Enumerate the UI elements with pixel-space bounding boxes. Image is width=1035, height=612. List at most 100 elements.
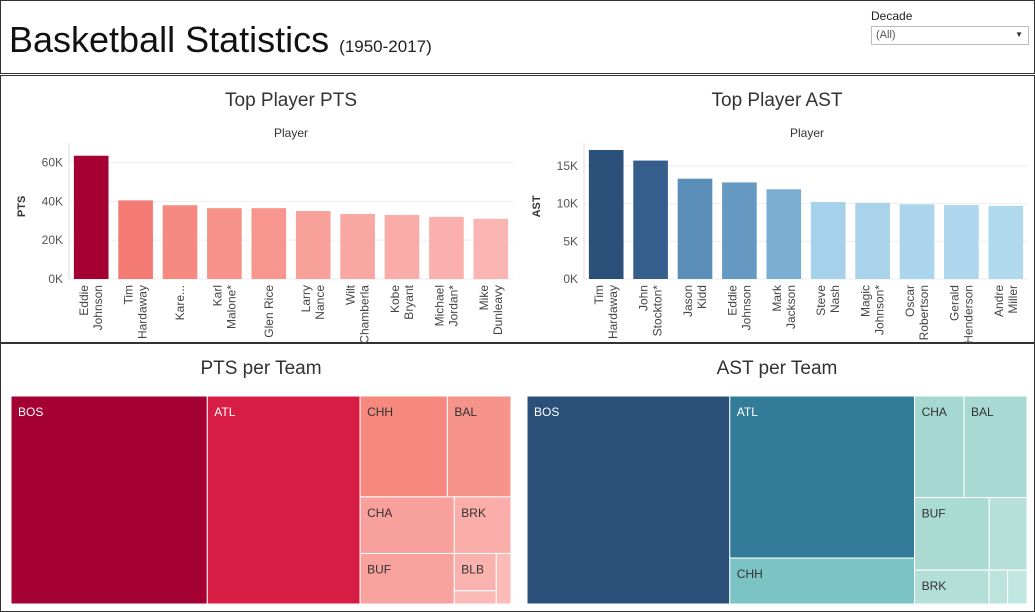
- ast-bar[interactable]: [988, 205, 1024, 279]
- chevron-down-icon: ▼: [1015, 30, 1023, 39]
- pts-x-tick: Tim: [122, 285, 136, 305]
- pts-team-cell[interactable]: [206, 395, 361, 605]
- pts-team-cell-label: BUF: [367, 562, 391, 576]
- pts-bar[interactable]: [73, 155, 109, 279]
- pts-x-tick: Chamberla: [358, 285, 372, 344]
- ast-bar[interactable]: [855, 202, 890, 279]
- pts-team-cell-label: BAL: [454, 405, 477, 419]
- pts-x-tick: Glen Rice: [262, 285, 276, 338]
- pts-bar[interactable]: [162, 205, 198, 279]
- pts-x-tick: Eddie: [77, 285, 91, 316]
- pts-team-cell[interactable]: [453, 590, 497, 605]
- pts-x-tick: Mike: [477, 285, 491, 311]
- pts-team-cell[interactable]: [495, 552, 512, 605]
- decade-filter-dropdown[interactable]: (All) ▼: [871, 26, 1029, 45]
- ast-x-tick: Steve: [814, 285, 828, 316]
- pts-x-tick: Kobe: [388, 285, 402, 313]
- ast-bar[interactable]: [633, 160, 668, 279]
- page-title-text: Basketball Statistics: [9, 19, 330, 60]
- page-title: Basketball Statistics (1950-2017): [9, 19, 432, 61]
- pts-bar[interactable]: [207, 208, 242, 279]
- ast-bar[interactable]: [588, 150, 624, 279]
- ast-x-tick: Henderson: [961, 285, 975, 344]
- ast-team-cell[interactable]: [988, 569, 1009, 605]
- ast-y-tick: 5K: [563, 234, 578, 248]
- pts-team-cell[interactable]: [10, 395, 208, 605]
- pts-team-cell-label: ATL: [214, 405, 235, 419]
- ast-bar[interactable]: [677, 178, 713, 279]
- pts-bar[interactable]: [118, 200, 153, 279]
- pts-chart-title: Top Player PTS: [225, 90, 357, 111]
- ast-x-tick: Gerald: [947, 285, 961, 321]
- ast-bar-chart: 15K 10K 5K 0K AST Tim Hardaway John Stockton* Jas…: [531, 143, 1028, 344]
- ast-x-tick: Miller: [1006, 285, 1020, 314]
- ast-column-header: Player: [789, 126, 824, 140]
- ast-bar[interactable]: [722, 182, 757, 279]
- ast-bar[interactable]: [766, 189, 802, 279]
- ast-bar[interactable]: [899, 204, 935, 279]
- ast-team-cell[interactable]: [914, 395, 965, 499]
- ast-x-tick: John: [637, 285, 651, 311]
- ast-x-tick: Nash: [828, 285, 842, 313]
- ast-x-tick: Tim: [592, 285, 606, 305]
- ast-y-label: AST: [531, 195, 543, 217]
- ast-bar[interactable]: [810, 202, 846, 279]
- pts-y-tick: 60K: [42, 156, 63, 170]
- pts-team-cell[interactable]: [446, 395, 512, 498]
- ast-y-tick: 0K: [563, 272, 578, 286]
- pts-bar-chart: 60K 40K 20K 0K PTS Eddie Johnson Tim Hardaway Kar…: [16, 143, 513, 344]
- ast-team-cell[interactable]: [963, 395, 1028, 499]
- ast-team-cell-label: BOS: [534, 405, 559, 419]
- pts-bar[interactable]: [340, 213, 375, 279]
- pts-x-tick: Dunleavy: [491, 285, 505, 335]
- pts-bar[interactable]: [429, 216, 464, 279]
- ast-x-tick: Stockton*: [651, 285, 665, 337]
- decade-filter-label: Decade: [871, 9, 913, 23]
- ast-team-cell-label: CHA: [922, 405, 947, 419]
- pts-y-label: PTS: [16, 196, 28, 217]
- pts-y-tick: 20K: [42, 233, 63, 247]
- pts-team-cell-label: BLB: [461, 562, 484, 576]
- pts-team-cell[interactable]: [453, 552, 497, 592]
- ast-x-tick: Johnson*: [873, 285, 887, 335]
- pts-bar[interactable]: [295, 211, 331, 279]
- ast-x-tick: Andre: [992, 285, 1006, 317]
- ast-x-tick: Kidd: [695, 285, 709, 309]
- pts-bar[interactable]: [473, 218, 509, 279]
- ast-chart-title: Top Player AST: [711, 90, 843, 111]
- decade-filter-value: (All): [876, 29, 896, 41]
- pts-x-tick: Karl: [210, 285, 224, 306]
- ast-team-cell-label: BAL: [971, 405, 994, 419]
- pts-x-tick: Jordan*: [446, 285, 460, 327]
- ast-x-tick: Jason: [681, 285, 695, 317]
- pts-team-cell[interactable]: [359, 552, 455, 605]
- ast-team-cell[interactable]: [729, 395, 916, 559]
- ast-team-cell-label: BRK: [922, 579, 947, 593]
- pts-x-tick: Larry: [299, 285, 313, 312]
- ast-team-cell[interactable]: [914, 497, 990, 571]
- ast-team-cell[interactable]: [914, 569, 990, 605]
- dashboard-header: Basketball Statistics (1950-2017) Decade…: [0, 0, 1035, 74]
- ast-x-tick: Johnson: [739, 285, 753, 330]
- pts-treemap: BOS ATL CHH BAL CHA BUF BRK BLB: [10, 395, 512, 605]
- ast-bar[interactable]: [944, 205, 979, 279]
- ast-team-cell[interactable]: [729, 557, 916, 605]
- pts-x-tick: Bryant: [402, 284, 416, 319]
- pts-team-cell-label: BRK: [461, 506, 486, 520]
- pts-y-tick: 40K: [42, 194, 63, 208]
- pts-x-tick: Nance: [313, 285, 327, 320]
- ast-treemap-title: AST per Team: [716, 358, 838, 379]
- ast-team-cell[interactable]: [1007, 569, 1028, 605]
- pts-x-tick: Hardaway: [136, 285, 150, 339]
- ast-team-cell[interactable]: [526, 395, 731, 605]
- ast-x-tick: Jackson: [784, 285, 798, 329]
- pts-bar[interactable]: [384, 214, 420, 279]
- pts-bar[interactable]: [251, 208, 287, 279]
- pts-team-cell[interactable]: [453, 496, 512, 554]
- pts-treemap-title: PTS per Team: [200, 358, 322, 379]
- pts-x-tick: Malone*: [224, 285, 238, 329]
- ast-x-tick: Magic: [859, 285, 873, 317]
- ast-team-cell-label: ATL: [737, 405, 758, 419]
- ast-team-cell[interactable]: [988, 497, 1028, 571]
- top-players-row: Top Player PTS Player 60K 40K 20K 0K PTS Eddi…: [0, 75, 1035, 344]
